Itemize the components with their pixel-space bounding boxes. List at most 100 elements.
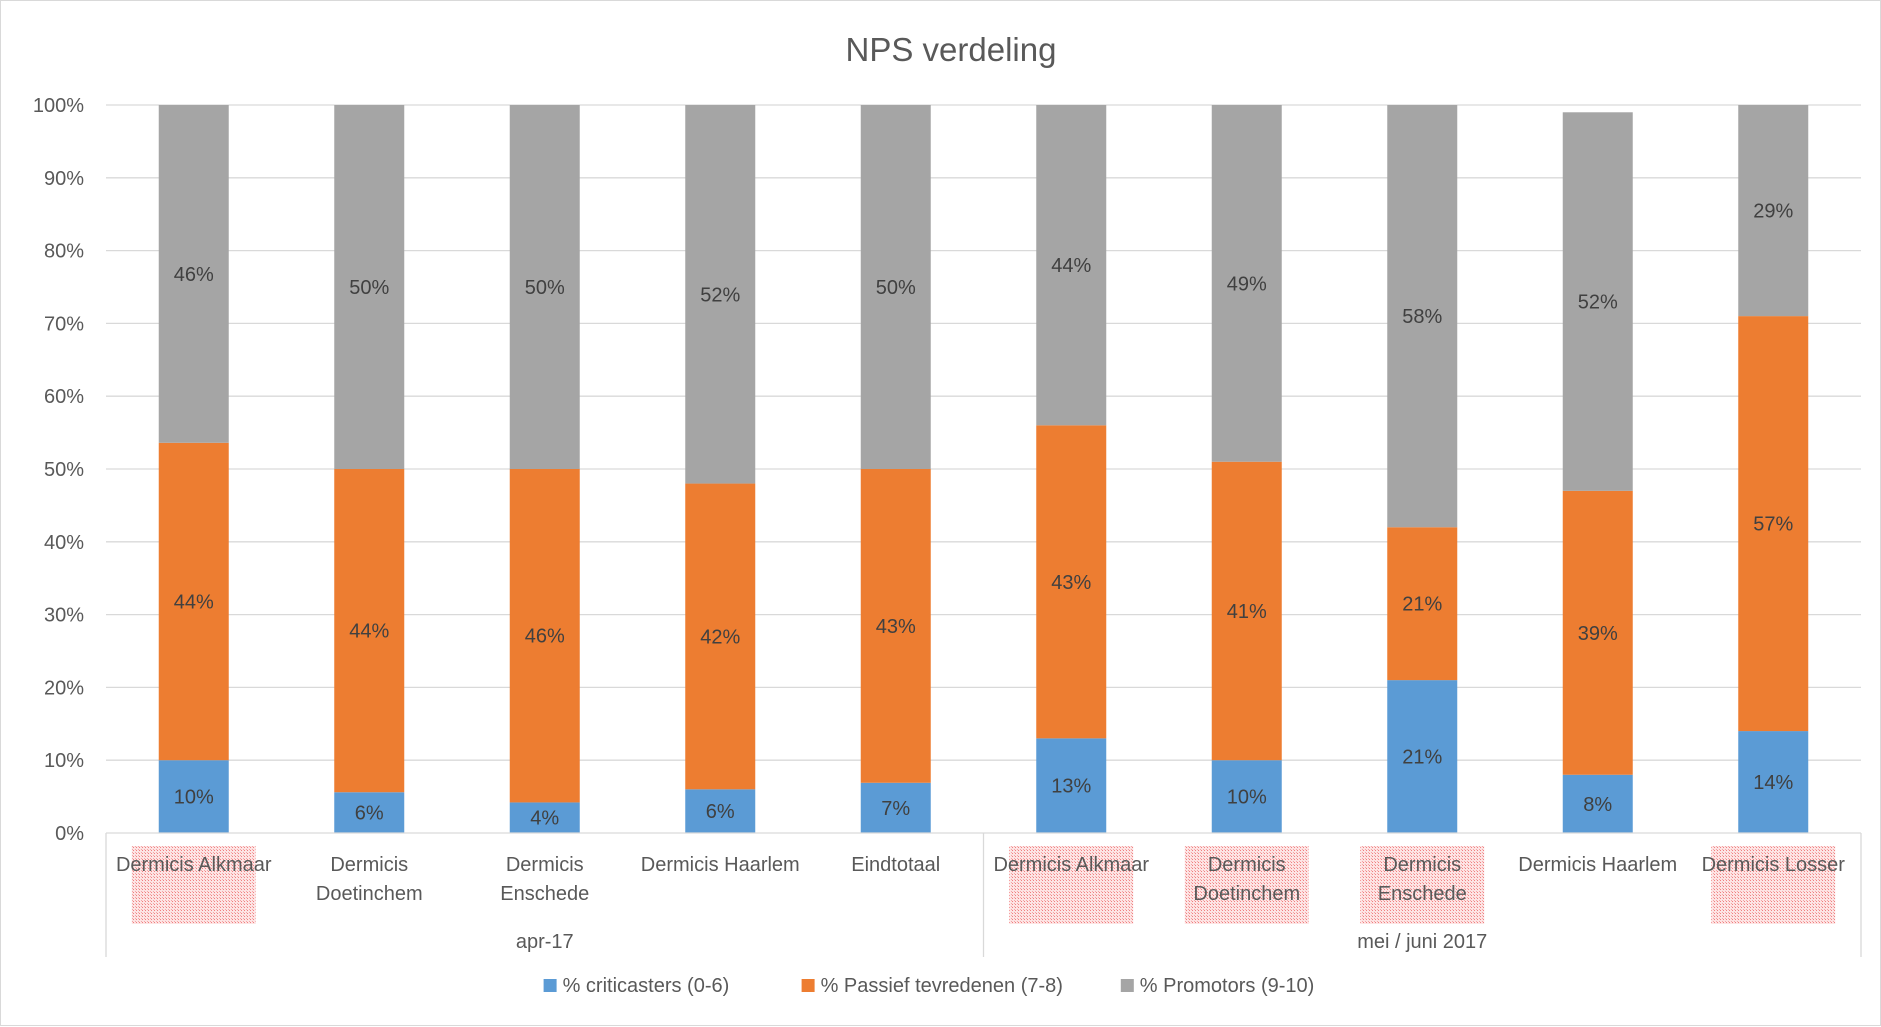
data-label: 8% <box>1583 794 1612 816</box>
label-highlights <box>131 846 1836 924</box>
bar-segment <box>1036 425 1107 739</box>
category-label: Eindtotaal <box>851 854 940 876</box>
label-highlight <box>1009 846 1134 924</box>
data-label: 46% <box>174 264 214 286</box>
category-label: Dermicis <box>506 854 584 876</box>
bar-segment <box>1562 774 1633 833</box>
bar-segment <box>1562 112 1633 491</box>
label-highlight <box>1360 846 1485 924</box>
data-label: 39% <box>1578 623 1618 645</box>
data-label: 13% <box>1051 776 1091 798</box>
bar-segment <box>685 483 756 790</box>
bar-segment <box>1036 738 1107 833</box>
bar-segment <box>1387 105 1458 528</box>
legend-label: % Passief tevredenen (7-8) <box>821 975 1063 997</box>
data-label: 42% <box>700 626 740 648</box>
group-label: mei / juni 2017 <box>1357 931 1487 953</box>
data-labels: 10% 44% 46% 6% 44% 50% 4% 46% 50% 6% 42% 52% 7% 43% 50… <box>174 201 1794 830</box>
data-label: 52% <box>700 284 740 306</box>
category-label: Dermicis Alkmaar <box>993 854 1149 876</box>
data-label: 49% <box>1227 273 1267 295</box>
bar-segment <box>1211 461 1282 761</box>
bar-segment <box>1211 760 1282 833</box>
label-highlight <box>131 846 256 924</box>
bar-segment <box>158 442 229 761</box>
bar-segment <box>860 105 931 469</box>
category-label: Doetinchem <box>1193 883 1300 905</box>
y-tick-label: 50% <box>44 459 84 481</box>
legend-item: % Promotors (9-10) <box>1120 975 1315 997</box>
data-label: 52% <box>1578 292 1618 314</box>
category-label: Dermicis <box>1383 854 1461 876</box>
bar-segment <box>1738 316 1809 732</box>
y-tick-label: 60% <box>44 386 84 408</box>
y-tick-label: 0% <box>55 823 84 845</box>
data-label: 50% <box>349 277 389 299</box>
y-tick-label: 20% <box>44 677 84 699</box>
bar-segment <box>1738 105 1809 317</box>
bar-segment <box>860 782 931 833</box>
bar-segment <box>685 789 756 833</box>
y-tick-label: 90% <box>44 168 84 190</box>
legend-swatch <box>543 979 557 992</box>
category-label: Enschede <box>1378 883 1467 905</box>
chart-title: NPS verdeling <box>846 31 1057 68</box>
data-label: 41% <box>1227 601 1267 623</box>
data-label: 44% <box>349 621 389 643</box>
bar-segment <box>509 469 580 803</box>
y-tick-label: 100% <box>33 95 84 117</box>
y-tick-label: 40% <box>44 532 84 554</box>
label-highlight <box>1711 846 1836 924</box>
bar-segment <box>334 105 405 469</box>
bar-segment <box>334 792 405 833</box>
data-label: 46% <box>525 626 565 648</box>
group-label: apr-17 <box>516 931 574 953</box>
data-label: 14% <box>1753 772 1793 794</box>
category-label: Doetinchem <box>316 883 423 905</box>
legend-label: % criticasters (0-6) <box>563 975 730 997</box>
data-label: 50% <box>876 277 916 299</box>
legend-item: % criticasters (0-6) <box>543 975 730 997</box>
y-tick-label: 10% <box>44 750 84 772</box>
category-label: Dermicis <box>330 854 408 876</box>
data-label: 58% <box>1402 306 1442 328</box>
bar-segment <box>509 105 580 469</box>
legend-swatch <box>1120 979 1134 992</box>
legend: % criticasters (0-6) % Passief tevredenen… <box>543 975 1315 997</box>
data-label: 10% <box>1227 787 1267 809</box>
data-label: 10% <box>174 787 214 809</box>
bar-segment <box>334 469 405 793</box>
legend-label: % Promotors (9-10) <box>1140 975 1315 997</box>
data-label: 6% <box>706 801 735 823</box>
bar-segment <box>1738 731 1809 833</box>
y-tick-label: 70% <box>44 313 84 335</box>
bars <box>158 105 1809 833</box>
bar-segment <box>509 802 580 833</box>
bar-segment <box>860 469 931 783</box>
data-label: 43% <box>876 616 916 638</box>
y-tick-label: 30% <box>44 605 84 627</box>
data-label: 43% <box>1051 572 1091 594</box>
legend-item: % Passief tevredenen (7-8) <box>801 975 1063 997</box>
category-label: Enschede <box>500 883 589 905</box>
y-tick-label: 80% <box>44 241 84 263</box>
data-label: 7% <box>881 798 910 820</box>
label-highlight <box>1184 846 1309 924</box>
bar-segment <box>1036 105 1107 426</box>
category-label: Dermicis <box>1208 854 1286 876</box>
data-label: 57% <box>1753 514 1793 536</box>
bar-segment <box>1211 105 1282 462</box>
bar-segment <box>158 760 229 833</box>
category-label: Dermicis Haarlem <box>641 854 800 876</box>
bar-segment <box>1387 680 1458 833</box>
data-label: 4% <box>530 808 559 830</box>
data-label: 21% <box>1402 594 1442 616</box>
data-label: 6% <box>355 803 384 825</box>
category-label: Dermicis Haarlem <box>1518 854 1677 876</box>
axes: 0% 10% 20% 30% 40% 50% 60% 70% 80% 90% 100% Dermici… <box>33 95 1862 957</box>
category-label: Dermicis Alkmaar <box>116 854 272 876</box>
bar-segment <box>158 105 229 443</box>
bar-segment <box>685 105 756 484</box>
